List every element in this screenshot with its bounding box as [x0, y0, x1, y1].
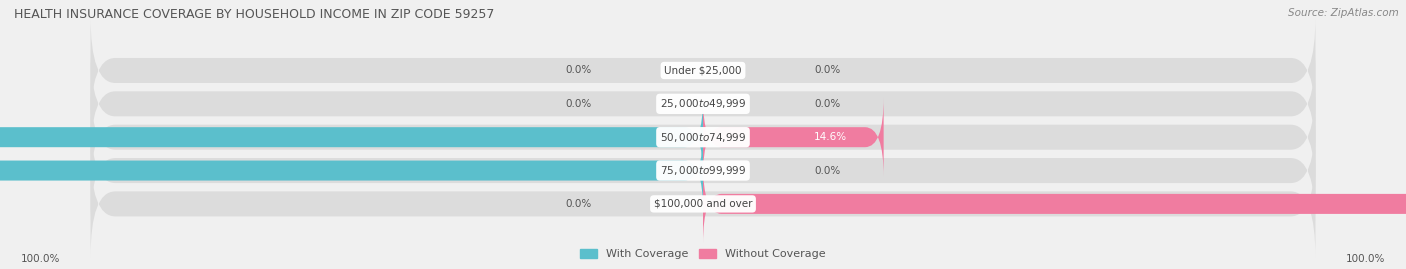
FancyBboxPatch shape — [703, 164, 1406, 244]
Legend: With Coverage, Without Coverage: With Coverage, Without Coverage — [576, 244, 830, 263]
Text: Under $25,000: Under $25,000 — [664, 65, 742, 76]
Text: 0.0%: 0.0% — [565, 199, 592, 209]
Text: 0.0%: 0.0% — [814, 65, 841, 76]
FancyBboxPatch shape — [90, 49, 1316, 158]
Text: Source: ZipAtlas.com: Source: ZipAtlas.com — [1288, 8, 1399, 18]
FancyBboxPatch shape — [0, 130, 703, 211]
FancyBboxPatch shape — [90, 150, 1316, 258]
Text: 0.0%: 0.0% — [565, 99, 592, 109]
Text: $50,000 to $74,999: $50,000 to $74,999 — [659, 131, 747, 144]
Text: $100,000 and over: $100,000 and over — [654, 199, 752, 209]
FancyBboxPatch shape — [703, 97, 883, 177]
Text: $25,000 to $49,999: $25,000 to $49,999 — [659, 97, 747, 110]
Text: $75,000 to $99,999: $75,000 to $99,999 — [659, 164, 747, 177]
Text: 100.0%: 100.0% — [21, 254, 60, 264]
FancyBboxPatch shape — [90, 83, 1316, 192]
Text: 0.0%: 0.0% — [814, 99, 841, 109]
FancyBboxPatch shape — [90, 16, 1316, 125]
Text: 100.0%: 100.0% — [1346, 254, 1385, 264]
Text: HEALTH INSURANCE COVERAGE BY HOUSEHOLD INCOME IN ZIP CODE 59257: HEALTH INSURANCE COVERAGE BY HOUSEHOLD I… — [14, 8, 495, 21]
FancyBboxPatch shape — [90, 116, 1316, 225]
Text: 14.6%: 14.6% — [814, 132, 846, 142]
Text: 0.0%: 0.0% — [814, 165, 841, 176]
Text: 0.0%: 0.0% — [565, 65, 592, 76]
FancyBboxPatch shape — [0, 97, 703, 177]
